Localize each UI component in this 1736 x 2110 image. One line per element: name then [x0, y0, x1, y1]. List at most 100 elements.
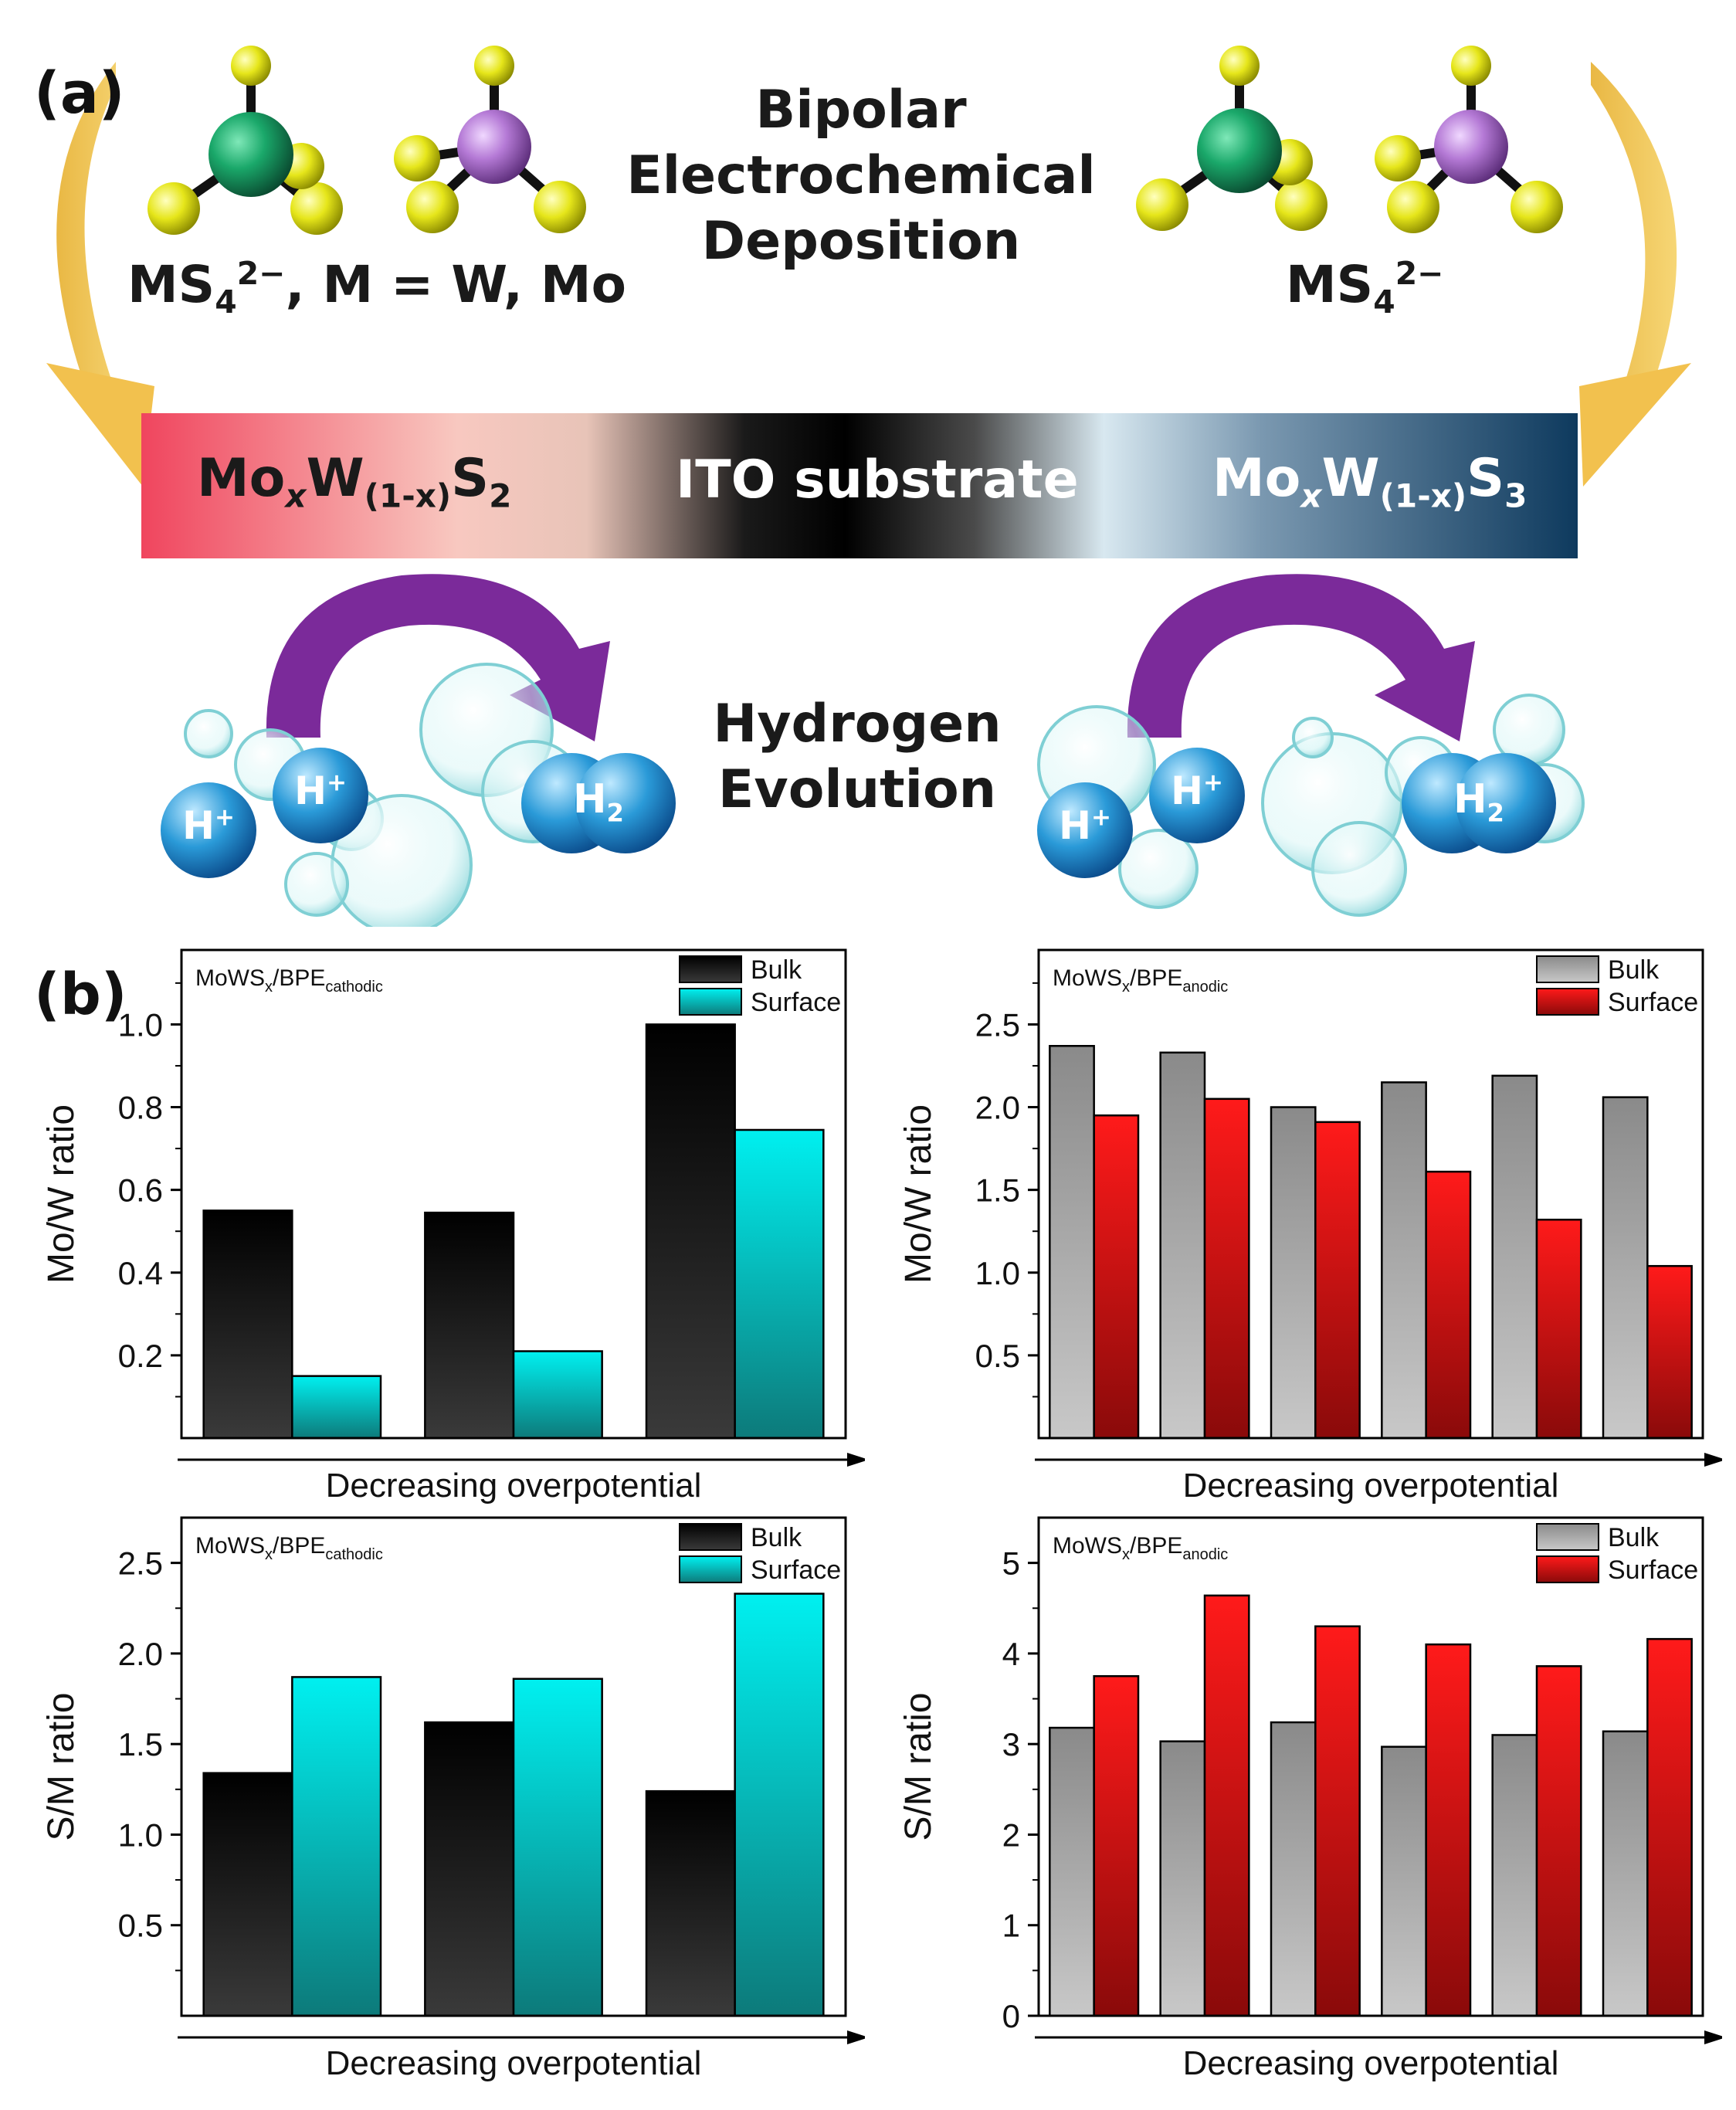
hydrogen-line-2: Evolution [717, 759, 997, 820]
legend-label-bulk: Bulk [1608, 1523, 1660, 1552]
legend-label-bulk: Bulk [751, 1523, 802, 1552]
chart-title: MoWSx/BPEanodic [1053, 1533, 1228, 1563]
bar-bulk-2 [424, 1721, 515, 2017]
deposition-title-line-1: Bipolar [755, 80, 967, 141]
bar-bulk-3 [645, 1023, 736, 1440]
bar-surface-6 [1646, 1637, 1693, 2017]
y-tick-label: 0.2 [118, 1338, 163, 1374]
bar-surface-2 [1203, 1594, 1250, 2017]
y-tick-label: 2.5 [118, 1545, 163, 1582]
right-material-label: MoxW(1-x)S3 [1212, 448, 1527, 515]
right-arrow-head [1579, 363, 1691, 487]
mos4-molecule-left [394, 46, 586, 233]
left-material-label: MoxW(1-x)S2 [197, 448, 512, 515]
panel-a-label: (a) [34, 60, 125, 127]
x-axis-arrowhead [1704, 1453, 1722, 1467]
x-axis-label: Decreasing overpotential [326, 2044, 702, 2082]
bar-bulk-1 [202, 1772, 293, 2017]
bar-surface-3 [734, 1128, 825, 1440]
y-tick-label: 1.0 [118, 1817, 163, 1853]
panel-b-label: (b) [34, 962, 127, 1028]
proton-label-1: H+ [182, 803, 235, 848]
chart-title: MoWSx/BPEcathodic [195, 1533, 383, 1563]
proton-ball-1 [161, 782, 256, 878]
legend-swatch-bulk [1536, 1523, 1599, 1551]
y-tick-label: 5 [1002, 1545, 1020, 1582]
y-tick-label: 0.8 [118, 1090, 163, 1126]
proton-label-3: H+ [1059, 803, 1111, 848]
plot-frame [1037, 948, 1704, 1440]
legend-swatch-bulk [679, 955, 742, 983]
bar-surface-1 [291, 1676, 382, 2017]
bar-bulk-3 [1270, 1106, 1317, 1440]
ws4-molecule-left [147, 46, 343, 235]
proton-ball-4 [1149, 748, 1245, 843]
bar-bulk-2 [1159, 1740, 1206, 2017]
legend-label-surface: Surface [751, 988, 841, 1017]
bar-surface-4 [1425, 1643, 1472, 2017]
bar-bulk-1 [1049, 1045, 1095, 1440]
h2-label-right: H2 [1453, 776, 1504, 828]
y-tick-label: 0.4 [118, 1255, 163, 1291]
x-axis-label: Decreasing overpotential [1183, 2044, 1559, 2082]
bar-surface-3 [1314, 1121, 1361, 1440]
bar-surface-2 [512, 1677, 603, 2017]
right-curved-arrow [1591, 62, 1677, 433]
bar-surface-6 [1646, 1264, 1693, 1440]
deposition-title-line-2: Electrochemical [626, 145, 1096, 206]
bar-surface-1 [1093, 1674, 1140, 2017]
bar-bulk-2 [1159, 1051, 1206, 1440]
chart-title: MoWSx/BPEcathodic [195, 965, 383, 996]
plot-frame [180, 1516, 847, 2017]
bar-bulk-6 [1602, 1096, 1649, 1440]
y-tick-label: 2.0 [118, 1636, 163, 1672]
bar-bulk-5 [1491, 1074, 1538, 1440]
bar-bulk-1 [1049, 1726, 1095, 2017]
y-tick-label: 1.0 [118, 1006, 163, 1043]
deposition-scheme [46, 46, 1691, 927]
bar-surface-1 [291, 1375, 382, 1440]
bar-bulk-6 [1602, 1730, 1649, 2017]
y-tick-label: 2.5 [975, 1006, 1020, 1043]
right-purple-arrow [1127, 574, 1475, 741]
proton-ball-3 [1037, 782, 1133, 878]
bar-surface-2 [512, 1350, 603, 1440]
bar-surface-3 [734, 1593, 825, 2017]
proton-label-2: H+ [294, 768, 347, 813]
proton-ball-2 [273, 748, 368, 843]
ito-substrate-bar [141, 413, 1578, 558]
y-tick-label: 1.5 [975, 1172, 1020, 1209]
legend-swatch-bulk [679, 1523, 742, 1551]
y-tick-label: 2 [1002, 1817, 1020, 1853]
bar-bulk-4 [1381, 1081, 1427, 1440]
bar-surface-1 [1093, 1114, 1140, 1440]
bar-surface-5 [1535, 1665, 1582, 2017]
x-axis-arrowhead [847, 1453, 865, 1467]
y-tick-label: 2.0 [975, 1090, 1020, 1126]
h2-ball-right-b [1456, 753, 1556, 853]
chart-s-m-anodic: 0 1 2 3 4 5 S/M ratio MoWSx/BPEanodic Bulk Surfac… [898, 1516, 1722, 2082]
legend-swatch-surface [679, 988, 742, 1016]
bar-bulk-3 [1270, 1721, 1317, 2017]
bar-surface-5 [1535, 1218, 1582, 1440]
plot-frame [1037, 1516, 1704, 2017]
y-tick-label: 1 [1002, 1908, 1020, 1944]
y-axis-label: S/M ratio [898, 1692, 939, 1840]
bar-bulk-5 [1491, 1734, 1538, 2017]
ws4-molecule-right [1136, 46, 1327, 231]
bar-bulk-2 [424, 1211, 515, 1440]
legend-label-bulk: Bulk [1608, 955, 1660, 985]
hydrogen-evolution-label: Hydrogen Evolution [680, 691, 1035, 823]
y-tick-label: 1.0 [975, 1255, 1020, 1291]
legend-swatch-surface [1536, 1555, 1599, 1583]
plot-frame [180, 948, 847, 1440]
left-curved-arrow [56, 62, 131, 433]
x-axis-arrowhead [847, 2030, 865, 2044]
x-axis-label: Decreasing overpotential [1183, 1467, 1559, 1504]
x-axis-arrowhead [1704, 2030, 1722, 2044]
chart-title: MoWSx/BPEanodic [1053, 965, 1228, 996]
y-axis-label: Mo/W ratio [41, 1104, 82, 1284]
chart-mo-w-anodic: 0.5 1.0 1.5 2.0 2.5 Mo/W ratio MoWSx/BPEanodic… [898, 948, 1722, 1504]
chart-s-m-cathodic: 0.5 1.0 1.5 2.0 2.5 S/M ratio MoWSx/BPEcathodi… [41, 1516, 865, 2082]
bar-bulk-3 [645, 1789, 736, 2017]
